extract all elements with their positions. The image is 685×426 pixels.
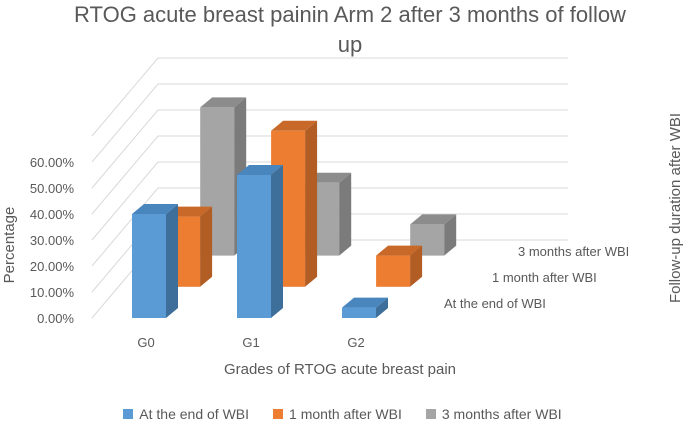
- y-tick-label: 50.00%: [30, 181, 75, 196]
- bar-top: [376, 245, 423, 256]
- legend-item-3-months: 3 months after WBI: [425, 404, 562, 424]
- bar-side: [339, 172, 352, 256]
- x-tick-label: G1: [242, 335, 259, 350]
- depth-tick-label: At the end of WBI: [444, 296, 546, 311]
- gridline: [91, 83, 568, 163]
- bar-top: [342, 297, 388, 308]
- gridline: [91, 109, 568, 189]
- chart-title: RTOG acute breast painin Arm 2 after 3 m…: [74, 2, 626, 57]
- bar-front: [132, 214, 166, 318]
- bar-top: [200, 97, 247, 108]
- depth-tick-label: 3 months after WBI: [518, 244, 629, 259]
- bar-top: [410, 214, 457, 225]
- y-tick-label: 40.00%: [30, 207, 75, 222]
- y-axis-title: Percentage: [1, 207, 18, 284]
- legend-swatch: [425, 409, 436, 419]
- gridline: [91, 135, 568, 215]
- legend-item-at-end: At the end of WBI: [123, 404, 249, 424]
- legend-swatch: [273, 409, 284, 419]
- legend-item-1-month: 1 month after WBI: [273, 404, 402, 424]
- bar-front: [342, 307, 376, 318]
- gridline: [91, 187, 568, 267]
- bar-side: [376, 297, 388, 318]
- y-tick-label: 10.00%: [30, 285, 75, 300]
- legend: At the end of WBI 1 month after WBI 3 mo…: [0, 404, 685, 424]
- legend-label: 1 month after WBI: [289, 406, 402, 422]
- bar-top: [271, 120, 318, 131]
- y-tick-label: 60.00%: [30, 155, 75, 170]
- bar-side: [444, 214, 457, 256]
- y-tick-label: 30.00%: [30, 233, 75, 248]
- x-axis-title: Grades of RTOG acute breast pain: [224, 361, 456, 378]
- z-axis-title: Follow-up duration after WBI: [667, 113, 684, 303]
- gridline: [91, 161, 568, 241]
- legend-swatch: [123, 409, 134, 419]
- legend-label: 3 months after WBI: [441, 406, 562, 422]
- bar-side: [271, 165, 283, 318]
- bar-side: [200, 206, 213, 287]
- bar-side: [305, 120, 318, 287]
- bar-front: [376, 255, 411, 287]
- bar-side: [166, 204, 178, 318]
- depth-tick-label: 1 month after WBI: [492, 270, 597, 285]
- bar-front: [237, 175, 271, 318]
- x-tick-label: G0: [137, 335, 154, 350]
- bar-top: [237, 165, 283, 175]
- legend-label: At the end of WBI: [139, 406, 250, 422]
- gridline: [91, 57, 568, 137]
- bar-side: [410, 245, 423, 287]
- x-tick-label: G2: [347, 335, 364, 350]
- bar-top: [132, 204, 178, 214]
- y-tick-label: 0.00%: [37, 311, 74, 326]
- y-tick-label: 20.00%: [30, 259, 75, 274]
